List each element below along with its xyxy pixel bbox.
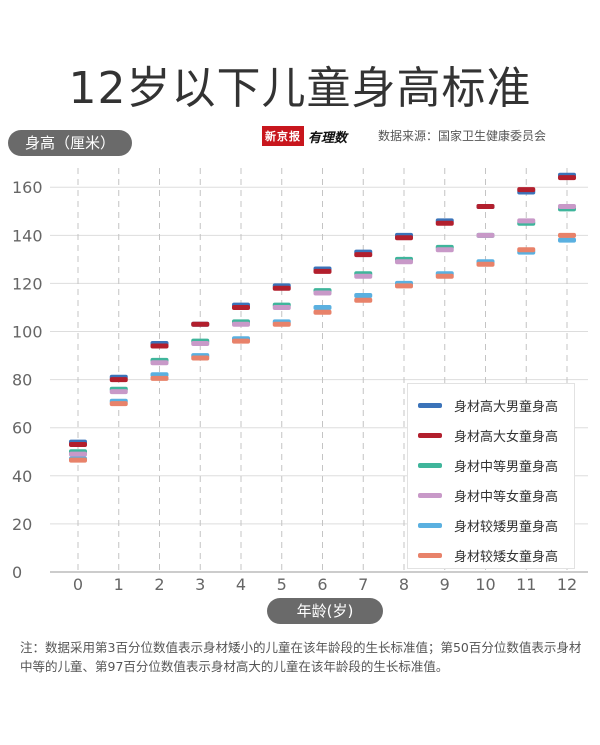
- data-point: [109, 389, 128, 395]
- legend-label: 身材较矮女童身高: [454, 549, 559, 565]
- x-tick-label: 5: [277, 575, 287, 594]
- page-title: 12岁以下儿童身高标准: [68, 63, 532, 114]
- y-tick-label: 100: [12, 323, 43, 342]
- data-point: [272, 285, 291, 291]
- data-point: [232, 304, 250, 310]
- data-point: [191, 321, 210, 327]
- data-point: [191, 355, 210, 361]
- x-tick-label: 10: [475, 575, 495, 594]
- y-tick-label: 60: [12, 419, 32, 438]
- data-point: [313, 304, 332, 310]
- data-point: [517, 187, 536, 193]
- chart-legend: 身材高大男童身高 身材高大女童身高 身材中等男童身高 身材中等女童身高 身材较矮男童身高…: [407, 383, 575, 569]
- data-point: [232, 338, 250, 344]
- legend-swatch: [418, 492, 442, 498]
- data-point: [313, 309, 332, 315]
- data-point: [354, 252, 373, 258]
- data-source: 数据来源：国家卫生健康委员会: [378, 129, 547, 143]
- data-point: [476, 261, 495, 267]
- data-point: [354, 297, 373, 303]
- data-point: [476, 232, 495, 238]
- x-tick-label: 2: [154, 575, 164, 594]
- x-tick-label: 9: [440, 575, 450, 594]
- logo-part1: 新京报: [262, 126, 304, 146]
- x-tick-label: 11: [516, 575, 536, 594]
- data-point: [435, 273, 454, 279]
- y-tick-label: 80: [12, 371, 32, 390]
- data-point: [558, 203, 576, 209]
- data-point: [395, 235, 413, 241]
- x-tick-label: 8: [399, 575, 409, 594]
- data-point: [354, 273, 373, 279]
- data-point: [435, 220, 454, 226]
- y-tick-label: 0: [12, 563, 22, 582]
- data-point: [354, 292, 373, 298]
- x-tick-label: 3: [195, 575, 205, 594]
- data-point: [313, 290, 332, 296]
- x-tick-label: 7: [358, 575, 368, 594]
- y-tick-label: 20: [12, 515, 32, 534]
- data-point: [435, 247, 454, 253]
- x-axis-label: 年龄(岁): [267, 598, 383, 624]
- data-point: [272, 321, 291, 327]
- data-point: [395, 259, 413, 265]
- y-tick-label: 40: [12, 467, 32, 486]
- data-point: [150, 360, 169, 366]
- legend-item: 身材中等女童身高: [418, 480, 574, 510]
- data-point: [517, 218, 536, 224]
- data-point: [313, 268, 332, 274]
- data-point: [558, 232, 576, 238]
- x-tick-label: 4: [236, 575, 246, 594]
- legend-swatch: [418, 522, 442, 528]
- footnote: 注：数据采用第3百分位数值表示身材矮小的儿童在该年龄段的生长标准值；第50百分位…: [20, 640, 582, 674]
- data-point: [272, 304, 291, 310]
- y-axis-label: 身高（厘米）: [8, 130, 132, 156]
- x-tick-label: 6: [317, 575, 327, 594]
- y-tick-label: 120: [12, 274, 43, 293]
- data-point: [69, 457, 87, 463]
- data-point: [191, 341, 210, 347]
- logo-part2: 有理数: [308, 130, 348, 146]
- legend-item: 身材中等男童身高: [418, 450, 574, 480]
- data-point: [109, 401, 128, 407]
- y-tick-label: 140: [12, 226, 43, 245]
- legend-item: 身材高大男童身高: [418, 390, 574, 420]
- data-point: [558, 237, 576, 243]
- legend-swatch: [418, 402, 442, 408]
- data-point: [395, 283, 413, 289]
- legend-label: 身材较矮男童身高: [454, 519, 559, 535]
- legend-label: 身材中等男童身高: [454, 459, 559, 475]
- x-tick-label: 0: [73, 575, 83, 594]
- legend-swatch: [418, 552, 442, 558]
- data-point: [109, 377, 128, 383]
- legend-label: 身材中等女童身高: [454, 489, 559, 505]
- data-point: [150, 343, 169, 349]
- legend-label: 身材高大女童身高: [454, 429, 559, 445]
- y-tick-label: 160: [12, 178, 43, 197]
- legend-label: 身材高大男童身高: [454, 399, 559, 415]
- legend-item: 身材较矮男童身高: [418, 510, 574, 540]
- data-point: [476, 203, 495, 209]
- data-point: [69, 451, 87, 457]
- legend-item: 身材较矮女童身高: [418, 540, 574, 570]
- data-point: [232, 321, 250, 327]
- x-tick-label: 12: [557, 575, 577, 594]
- x-tick-label: 1: [114, 575, 124, 594]
- data-point: [69, 442, 87, 448]
- data-point: [517, 247, 536, 253]
- data-point: [150, 375, 169, 381]
- legend-swatch: [418, 432, 442, 438]
- legend-swatch: [418, 462, 442, 468]
- data-point: [558, 175, 576, 181]
- brand-logo: 新京报 有理数: [262, 126, 347, 146]
- legend-item: 身材高大女童身高: [418, 420, 574, 450]
